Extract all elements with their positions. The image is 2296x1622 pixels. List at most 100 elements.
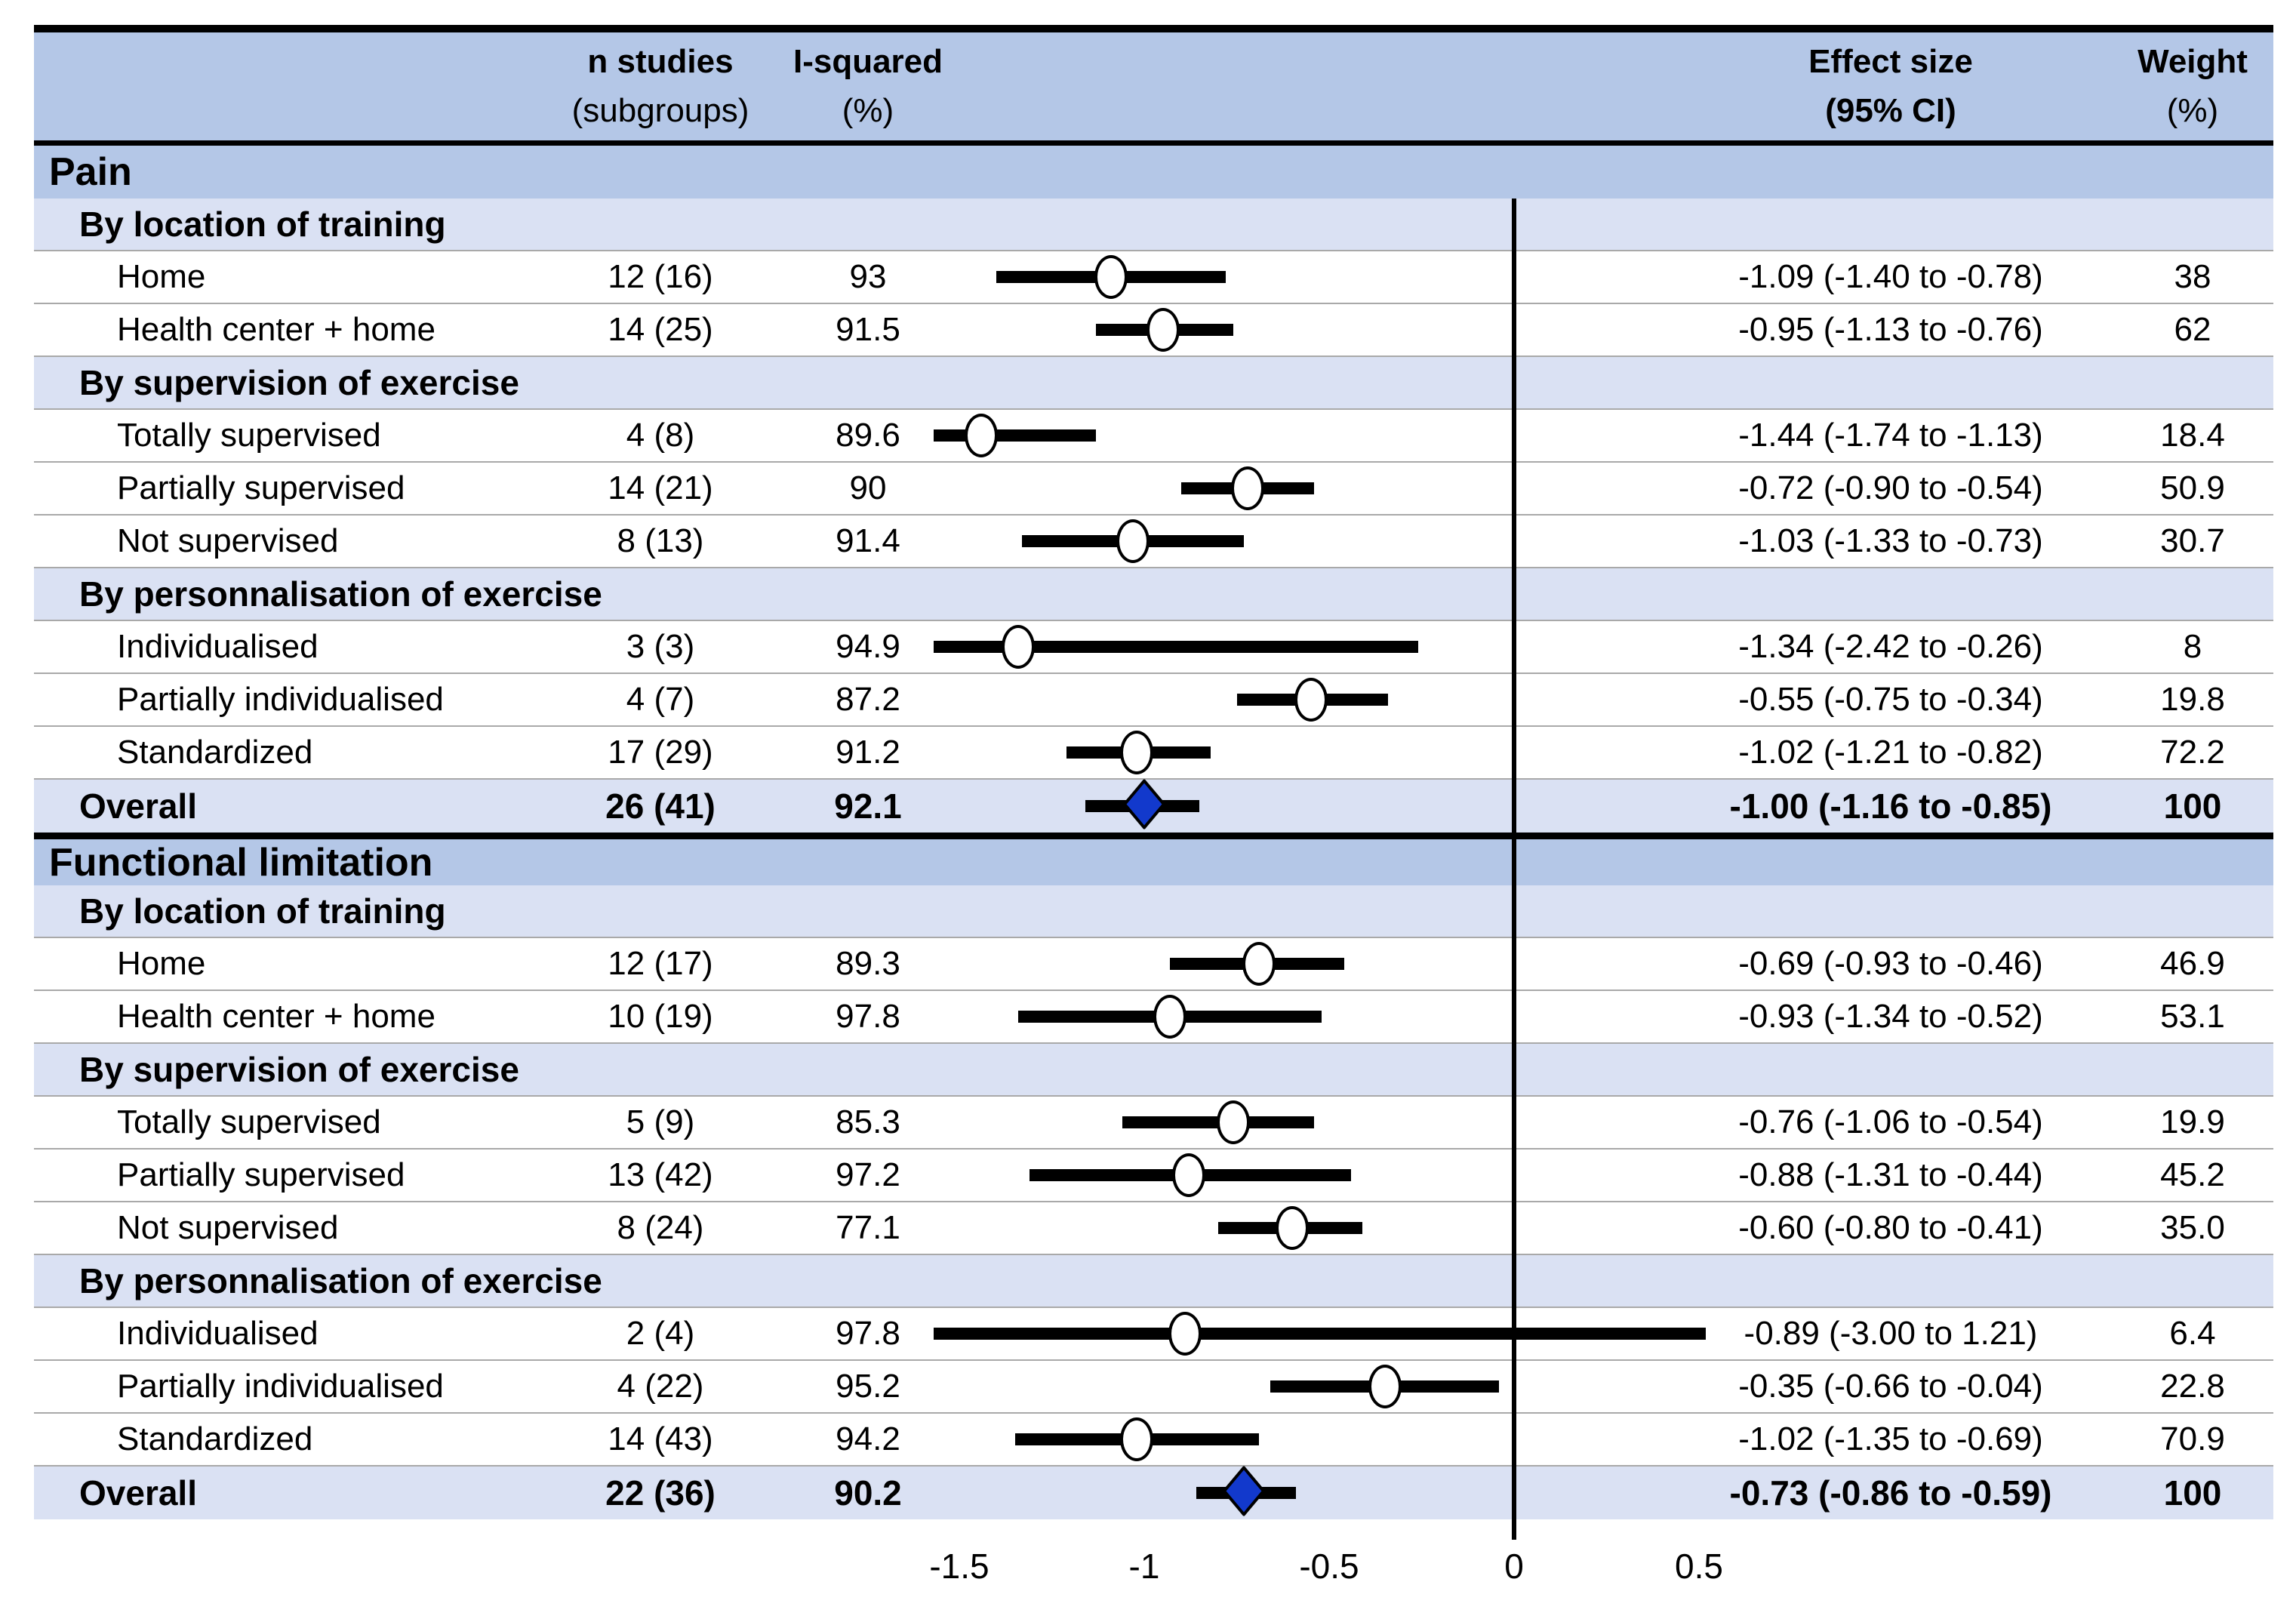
effect-size-cell: -1.44 (-1.74 to -1.13) [1738,417,2043,454]
point-estimate-marker [1153,995,1187,1039]
n-studies-cell: 4 (8) [626,417,695,454]
point-estimate-marker [1294,678,1328,722]
point-estimate-marker [1216,1100,1250,1144]
i-squared-cell: 87.2 [836,681,900,718]
overall-label: Overall [79,786,197,826]
n-studies-cell: 26 (41) [605,786,716,826]
axis-tick-label: -1.5 [929,1547,989,1586]
row-label: Not supervised [117,1209,339,1246]
i-squared-cell: 92.1 [834,786,902,826]
effect-size-cell: -1.09 (-1.40 to -0.78) [1738,258,2043,295]
study-row: Totally supervised 4 (8) 89.6 -1.44 (-1.74 … [34,410,2273,463]
n-studies-cell: 10 (19) [608,998,713,1035]
study-row: Standardized 17 (29) 91.2 -1.02 (-1.21 to -… [34,727,2273,780]
weight-cell: 46.9 [2160,945,2225,982]
effect-size-cell: -0.95 (-1.13 to -0.76) [1738,311,2043,348]
n-studies-cell: 4 (7) [626,681,695,718]
section-row: Functional limitation [34,833,2273,885]
subgroup-header-row: By supervision of exercise [34,357,2273,410]
table-header-row: n studies (subgroups) I-squared (%) Effe… [34,32,2273,146]
study-row: Partially individualised 4 (22) 95.2 -0.35 … [34,1361,2273,1414]
subgroup-header-row: By location of training [34,199,2273,251]
header-i-squared-line1: I-squared [793,43,943,81]
overall-row: Overall 26 (41) 92.1 -1.00 (-1.16 to -0.85)… [34,778,2273,833]
point-estimate-marker [1146,308,1180,352]
weight-cell: 70.9 [2160,1420,2225,1457]
section-row: Pain [34,146,2273,199]
study-row: Not supervised 8 (24) 77.1 -0.60 (-0.80 to … [34,1202,2273,1255]
i-squared-cell: 95.2 [836,1368,900,1405]
effect-size-cell: -1.02 (-1.35 to -0.69) [1738,1420,2043,1457]
header-effect-size: Effect size (95% CI) [1649,32,2132,140]
effect-size-cell: -0.72 (-0.90 to -0.54) [1738,469,2043,506]
effect-size-cell: -1.03 (-1.33 to -0.73) [1738,522,2043,559]
row-label: Health center + home [117,998,436,1035]
row-label: Not supervised [117,522,339,559]
point-estimate-marker [1094,255,1128,299]
n-studies-cell: 4 (22) [617,1368,704,1405]
row-label: Individualised [117,628,319,665]
subgroup-title: By personnalisation of exercise [79,574,602,614]
weight-cell: 53.1 [2160,998,2225,1035]
i-squared-cell: 94.9 [836,628,900,665]
effect-size-cell: -0.88 (-1.31 to -0.44) [1738,1156,2043,1193]
n-studies-cell: 3 (3) [626,628,695,665]
weight-cell: 19.9 [2160,1103,2225,1140]
weight-cell: 8 [2183,628,2202,665]
subgroup-header-row: By personnalisation of exercise [34,1255,2273,1308]
row-label: Home [117,258,206,295]
point-estimate-marker [1002,625,1036,669]
n-studies-cell: 14 (43) [608,1420,713,1457]
study-row: Standardized 14 (43) 94.2 -1.02 (-1.35 to -… [34,1414,2273,1467]
weight-cell: 100 [2163,1473,2222,1513]
weight-cell: 6.4 [2169,1315,2216,1352]
row-label: Partially individualised [117,1368,444,1405]
header-weight-line1: Weight [2137,43,2248,81]
effect-size-cell: -0.89 (-3.00 to 1.21) [1744,1315,2038,1352]
i-squared-cell: 97.8 [836,998,900,1035]
header-effect-size-line1: Effect size [1808,43,1973,81]
study-row: Individualised 3 (3) 94.9 -1.34 (-2.42 to -… [34,621,2273,674]
study-row: Health center + home 14 (25) 91.5 -0.95 (-1… [34,304,2273,357]
subgroup-title: By supervision of exercise [79,1050,519,1089]
study-row: Partially supervised 13 (42) 97.2 -0.88 (-1… [34,1150,2273,1202]
axis-tick-label: -1 [1128,1547,1160,1586]
effect-size-cell: -0.35 (-0.66 to -0.04) [1738,1368,2043,1405]
subgroup-title: By personnalisation of exercise [79,1261,602,1300]
study-row: Home 12 (16) 93 -1.09 (-1.40 to -0.78) 38 [34,251,2273,304]
subgroup-header-row: By supervision of exercise [34,1044,2273,1097]
overall-diamond-marker [1222,1465,1266,1520]
point-estimate-marker [1120,731,1154,774]
row-label: Totally supervised [117,417,381,454]
study-row: Totally supervised 5 (9) 85.3 -0.76 (-1.06 … [34,1097,2273,1150]
effect-size-cell: -0.93 (-1.34 to -0.52) [1738,998,2043,1035]
ci-line [934,1328,1706,1340]
subgroup-title: By supervision of exercise [79,363,519,402]
weight-cell: 19.8 [2160,681,2225,718]
effect-size-cell: -0.60 (-0.80 to -0.41) [1738,1209,2043,1246]
section-title: Functional limitation [49,840,433,885]
weight-cell: 45.2 [2160,1156,2225,1193]
row-label: Health center + home [117,311,436,348]
effect-size-cell: -0.55 (-0.75 to -0.34) [1738,681,2043,718]
row-label: Partially individualised [117,681,444,718]
subgroup-header-row: By personnalisation of exercise [34,568,2273,621]
n-studies-cell: 8 (13) [617,522,704,559]
i-squared-cell: 85.3 [836,1103,900,1140]
weight-cell: 18.4 [2160,417,2225,454]
ci-line [934,641,1418,653]
effect-size-cell: -0.76 (-1.06 to -0.54) [1738,1103,2043,1140]
point-estimate-marker [965,414,999,457]
effect-size-cell: -1.02 (-1.21 to -0.82) [1738,734,2043,771]
effect-size-cell: -1.00 (-1.16 to -0.85) [1729,786,2052,826]
overall-diamond-marker [1122,778,1166,833]
n-studies-cell: 14 (25) [608,311,713,348]
i-squared-cell: 97.8 [836,1315,900,1352]
n-studies-cell: 12 (16) [608,258,713,295]
i-squared-cell: 91.4 [836,522,900,559]
i-squared-cell: 93 [849,258,887,295]
zero-reference-line [1512,199,1516,1540]
axis-tick-label: -0.5 [1299,1547,1359,1586]
row-label: Partially supervised [117,469,405,506]
n-studies-cell: 8 (24) [617,1209,704,1246]
